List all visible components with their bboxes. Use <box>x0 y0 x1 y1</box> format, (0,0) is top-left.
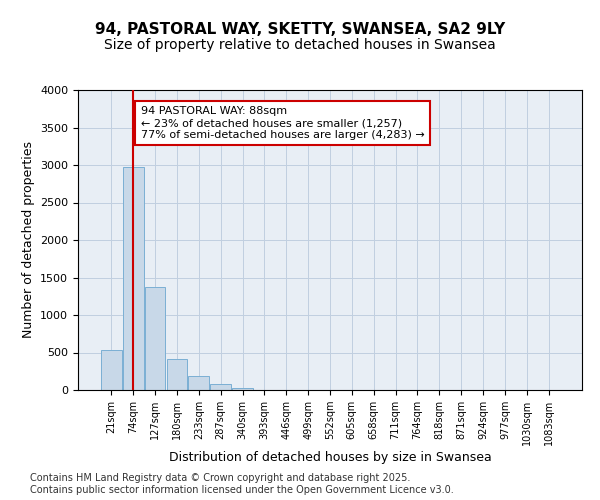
Text: Contains HM Land Registry data © Crown copyright and database right 2025.
Contai: Contains HM Land Registry data © Crown c… <box>30 474 454 495</box>
Text: Size of property relative to detached houses in Swansea: Size of property relative to detached ho… <box>104 38 496 52</box>
Bar <box>145 287 166 390</box>
Bar <box>101 350 122 390</box>
Bar <box>188 376 209 390</box>
Text: 94 PASTORAL WAY: 88sqm
← 23% of detached houses are smaller (1,257)
77% of semi-: 94 PASTORAL WAY: 88sqm ← 23% of detached… <box>141 106 425 140</box>
Bar <box>210 384 231 390</box>
X-axis label: Distribution of detached houses by size in Swansea: Distribution of detached houses by size … <box>169 450 491 464</box>
Bar <box>123 167 143 390</box>
Bar <box>167 358 187 390</box>
Bar <box>232 388 253 390</box>
Text: 94, PASTORAL WAY, SKETTY, SWANSEA, SA2 9LY: 94, PASTORAL WAY, SKETTY, SWANSEA, SA2 9… <box>95 22 505 38</box>
Y-axis label: Number of detached properties: Number of detached properties <box>22 142 35 338</box>
